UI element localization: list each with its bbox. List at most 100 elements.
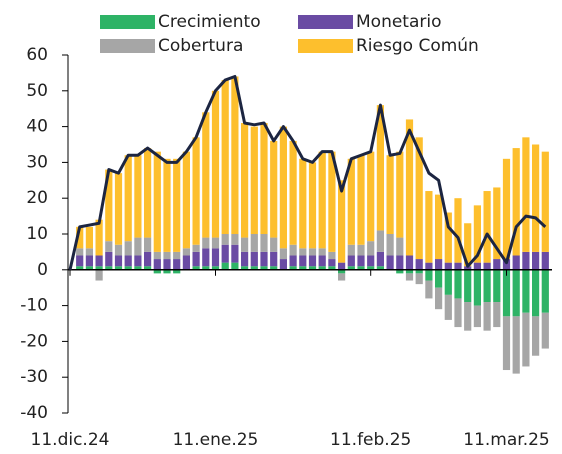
bar-segment (289, 255, 297, 267)
bar-segment (328, 251, 336, 260)
bar-segment (231, 244, 239, 263)
bar-segment (114, 266, 123, 270)
bar-segment (289, 140, 297, 245)
bar-segment (76, 255, 84, 267)
bar-segment (124, 255, 132, 267)
bar-segment (202, 266, 210, 270)
bar-segment (85, 226, 93, 249)
bar-segment (202, 248, 210, 267)
legend-swatch (100, 15, 155, 29)
bar-segment (405, 119, 414, 256)
bar-segment (124, 241, 132, 256)
bar-segment (241, 251, 249, 267)
bar-segment (124, 155, 132, 242)
y-tick-label: 60 (26, 45, 48, 65)
bar-segment (464, 269, 472, 303)
bar-segment (173, 251, 181, 260)
bar-segment (144, 266, 152, 270)
bar-segment (260, 251, 268, 267)
bar-segment (357, 155, 365, 245)
bar-segment (299, 248, 307, 256)
bar-segment (415, 273, 423, 285)
bar-segment (396, 269, 404, 274)
bar-segment (85, 248, 93, 256)
bar-segment (114, 255, 123, 267)
bar-segment (512, 316, 520, 374)
bar-segment (192, 244, 200, 252)
legend-label: Cobertura (158, 36, 243, 56)
bar-segment (405, 269, 414, 274)
bar-segment (502, 158, 511, 260)
bar-segment (144, 237, 152, 252)
bar-segment (493, 187, 501, 260)
total-line (68, 74, 547, 271)
bar-segment (308, 266, 317, 270)
x-tick-label: 11.feb.25 (330, 430, 411, 450)
bar-segment (144, 251, 152, 267)
bar-segment (483, 302, 491, 331)
bar-segment (415, 269, 423, 274)
bar-segment (221, 244, 229, 263)
bar-segment (279, 259, 287, 270)
bar-segment (308, 248, 317, 256)
bar-segment (95, 255, 103, 267)
bar-segment (105, 169, 113, 242)
bar-segment (241, 266, 249, 270)
bar-segment (464, 266, 472, 270)
bar-segment (454, 298, 462, 328)
y-tick-label: 40 (26, 117, 48, 137)
bar-segment (425, 191, 433, 263)
bar-segment (231, 262, 239, 270)
bar-segment (473, 262, 481, 270)
bar-segment (512, 269, 520, 317)
bar-segment (473, 205, 481, 263)
bar-segment (376, 105, 384, 231)
bar-segment (338, 273, 346, 281)
bar-segment (95, 219, 103, 256)
bar-segment (260, 266, 268, 270)
bar-segment (522, 312, 530, 367)
bar-segment (318, 266, 326, 270)
bar-segment (444, 294, 452, 320)
bar-segment (541, 151, 549, 252)
bar-segment (512, 148, 520, 256)
bar-segment (105, 266, 113, 270)
bar-segment (241, 237, 249, 252)
bar-segment (444, 212, 452, 263)
bar-segment (541, 269, 549, 313)
bar-segment (435, 269, 443, 288)
bar-segment (541, 251, 549, 270)
y-tick-label: 10 (26, 224, 48, 244)
bar-segment (493, 259, 501, 270)
bar-segment (241, 123, 249, 238)
bar-segment (425, 262, 433, 270)
bar-segment (415, 137, 423, 260)
bar-segment (396, 237, 404, 256)
bar-segment (105, 251, 113, 267)
bar-segment (454, 269, 462, 299)
bar-segment (163, 158, 171, 252)
bar-segment (318, 255, 326, 267)
bar-segment (386, 155, 394, 234)
bar-segment (493, 302, 501, 328)
bar-segment (483, 262, 491, 270)
bar-segment (425, 280, 433, 299)
bar-segment (250, 266, 258, 270)
bar-segment (153, 269, 161, 274)
bar-segment (435, 194, 443, 260)
x-tick-label: 11.dic.24 (31, 430, 110, 450)
bar-segment (357, 255, 365, 267)
bar-segment (202, 237, 210, 249)
bar-segment (512, 255, 520, 270)
bar-segment (192, 251, 200, 267)
bar-segment (502, 259, 511, 270)
bar-segment (444, 262, 452, 270)
bar-segment (260, 234, 268, 252)
bar-segment (250, 251, 258, 267)
bar-segment (367, 241, 375, 256)
bar-segment (308, 255, 317, 267)
bar-segment (376, 251, 384, 267)
bar-segment (532, 144, 540, 252)
bar-segment (221, 80, 229, 234)
